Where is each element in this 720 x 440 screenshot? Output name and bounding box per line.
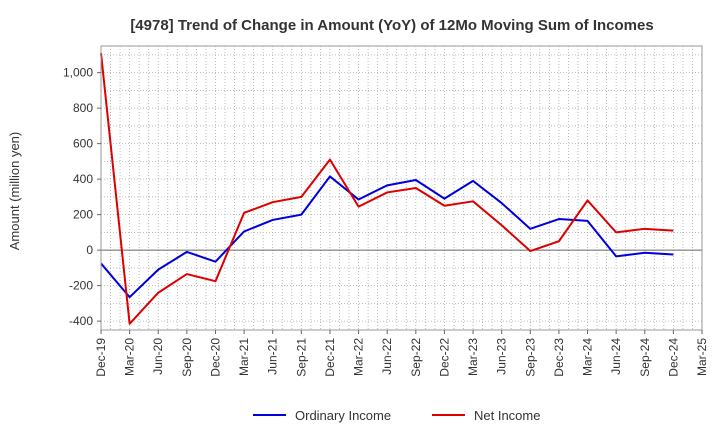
y-tick-label: -200	[69, 279, 93, 293]
x-tick-label: Sep-21	[294, 338, 308, 377]
x-tick-label: Sep-22	[409, 338, 423, 377]
x-tick-label: Jun-24	[609, 338, 623, 375]
x-tick-label: Jun-21	[266, 338, 280, 375]
y-tick-label: 400	[73, 172, 93, 186]
y-tick-label: 200	[73, 208, 93, 222]
x-tick-label: Sep-23	[523, 338, 537, 377]
x-tick-label: Dec-22	[437, 338, 451, 377]
x-tick-label: Jun-22	[380, 338, 394, 375]
legend: Ordinary Income Net Income	[253, 408, 540, 423]
x-tick-label: Jun-20	[151, 338, 165, 375]
y-tick-label: 800	[73, 101, 93, 115]
x-tick-label: Mar-20	[123, 338, 137, 376]
x-tick-label: Mar-22	[352, 338, 366, 376]
x-tick-label: Jun-23	[495, 338, 509, 375]
y-tick-label: 0	[86, 243, 93, 257]
x-axis-ticks: Dec-19 Mar-20 Jun-20 Sep-20 Dec-20 Mar-21 Jun-…	[94, 330, 709, 377]
y-tick-label: -400	[69, 314, 93, 328]
y-tick-label: 600	[73, 137, 93, 151]
x-tick-label: Dec-23	[552, 338, 566, 377]
y-axis-label: Amount (million yen)	[7, 132, 22, 251]
x-tick-label: Mar-21	[237, 338, 251, 376]
plot-frame	[100, 45, 703, 331]
grid	[101, 46, 702, 330]
series-layer	[100, 52, 674, 325]
y-axis-ticks: -400 -200 0 200 400 600 800 1,000	[63, 66, 101, 328]
x-tick-label: Dec-20	[208, 338, 222, 377]
chart-title: [4978] Trend of Change in Amount (YoY) o…	[130, 17, 653, 34]
x-tick-label: Mar-25	[695, 338, 709, 376]
y-tick-label: 1,000	[63, 66, 93, 80]
legend-label: Net Income	[474, 408, 540, 423]
x-tick-label: Dec-24	[666, 338, 680, 377]
x-tick-label: Sep-24	[638, 338, 652, 377]
x-tick-label: Dec-21	[323, 338, 337, 377]
x-tick-label: Mar-24	[581, 338, 595, 376]
x-tick-label: Dec-19	[94, 338, 108, 377]
x-tick-label: Sep-20	[180, 338, 194, 377]
legend-label: Ordinary Income	[295, 408, 391, 423]
series-line-ordinary-income	[100, 175, 674, 299]
x-tick-label: Mar-23	[466, 338, 480, 376]
